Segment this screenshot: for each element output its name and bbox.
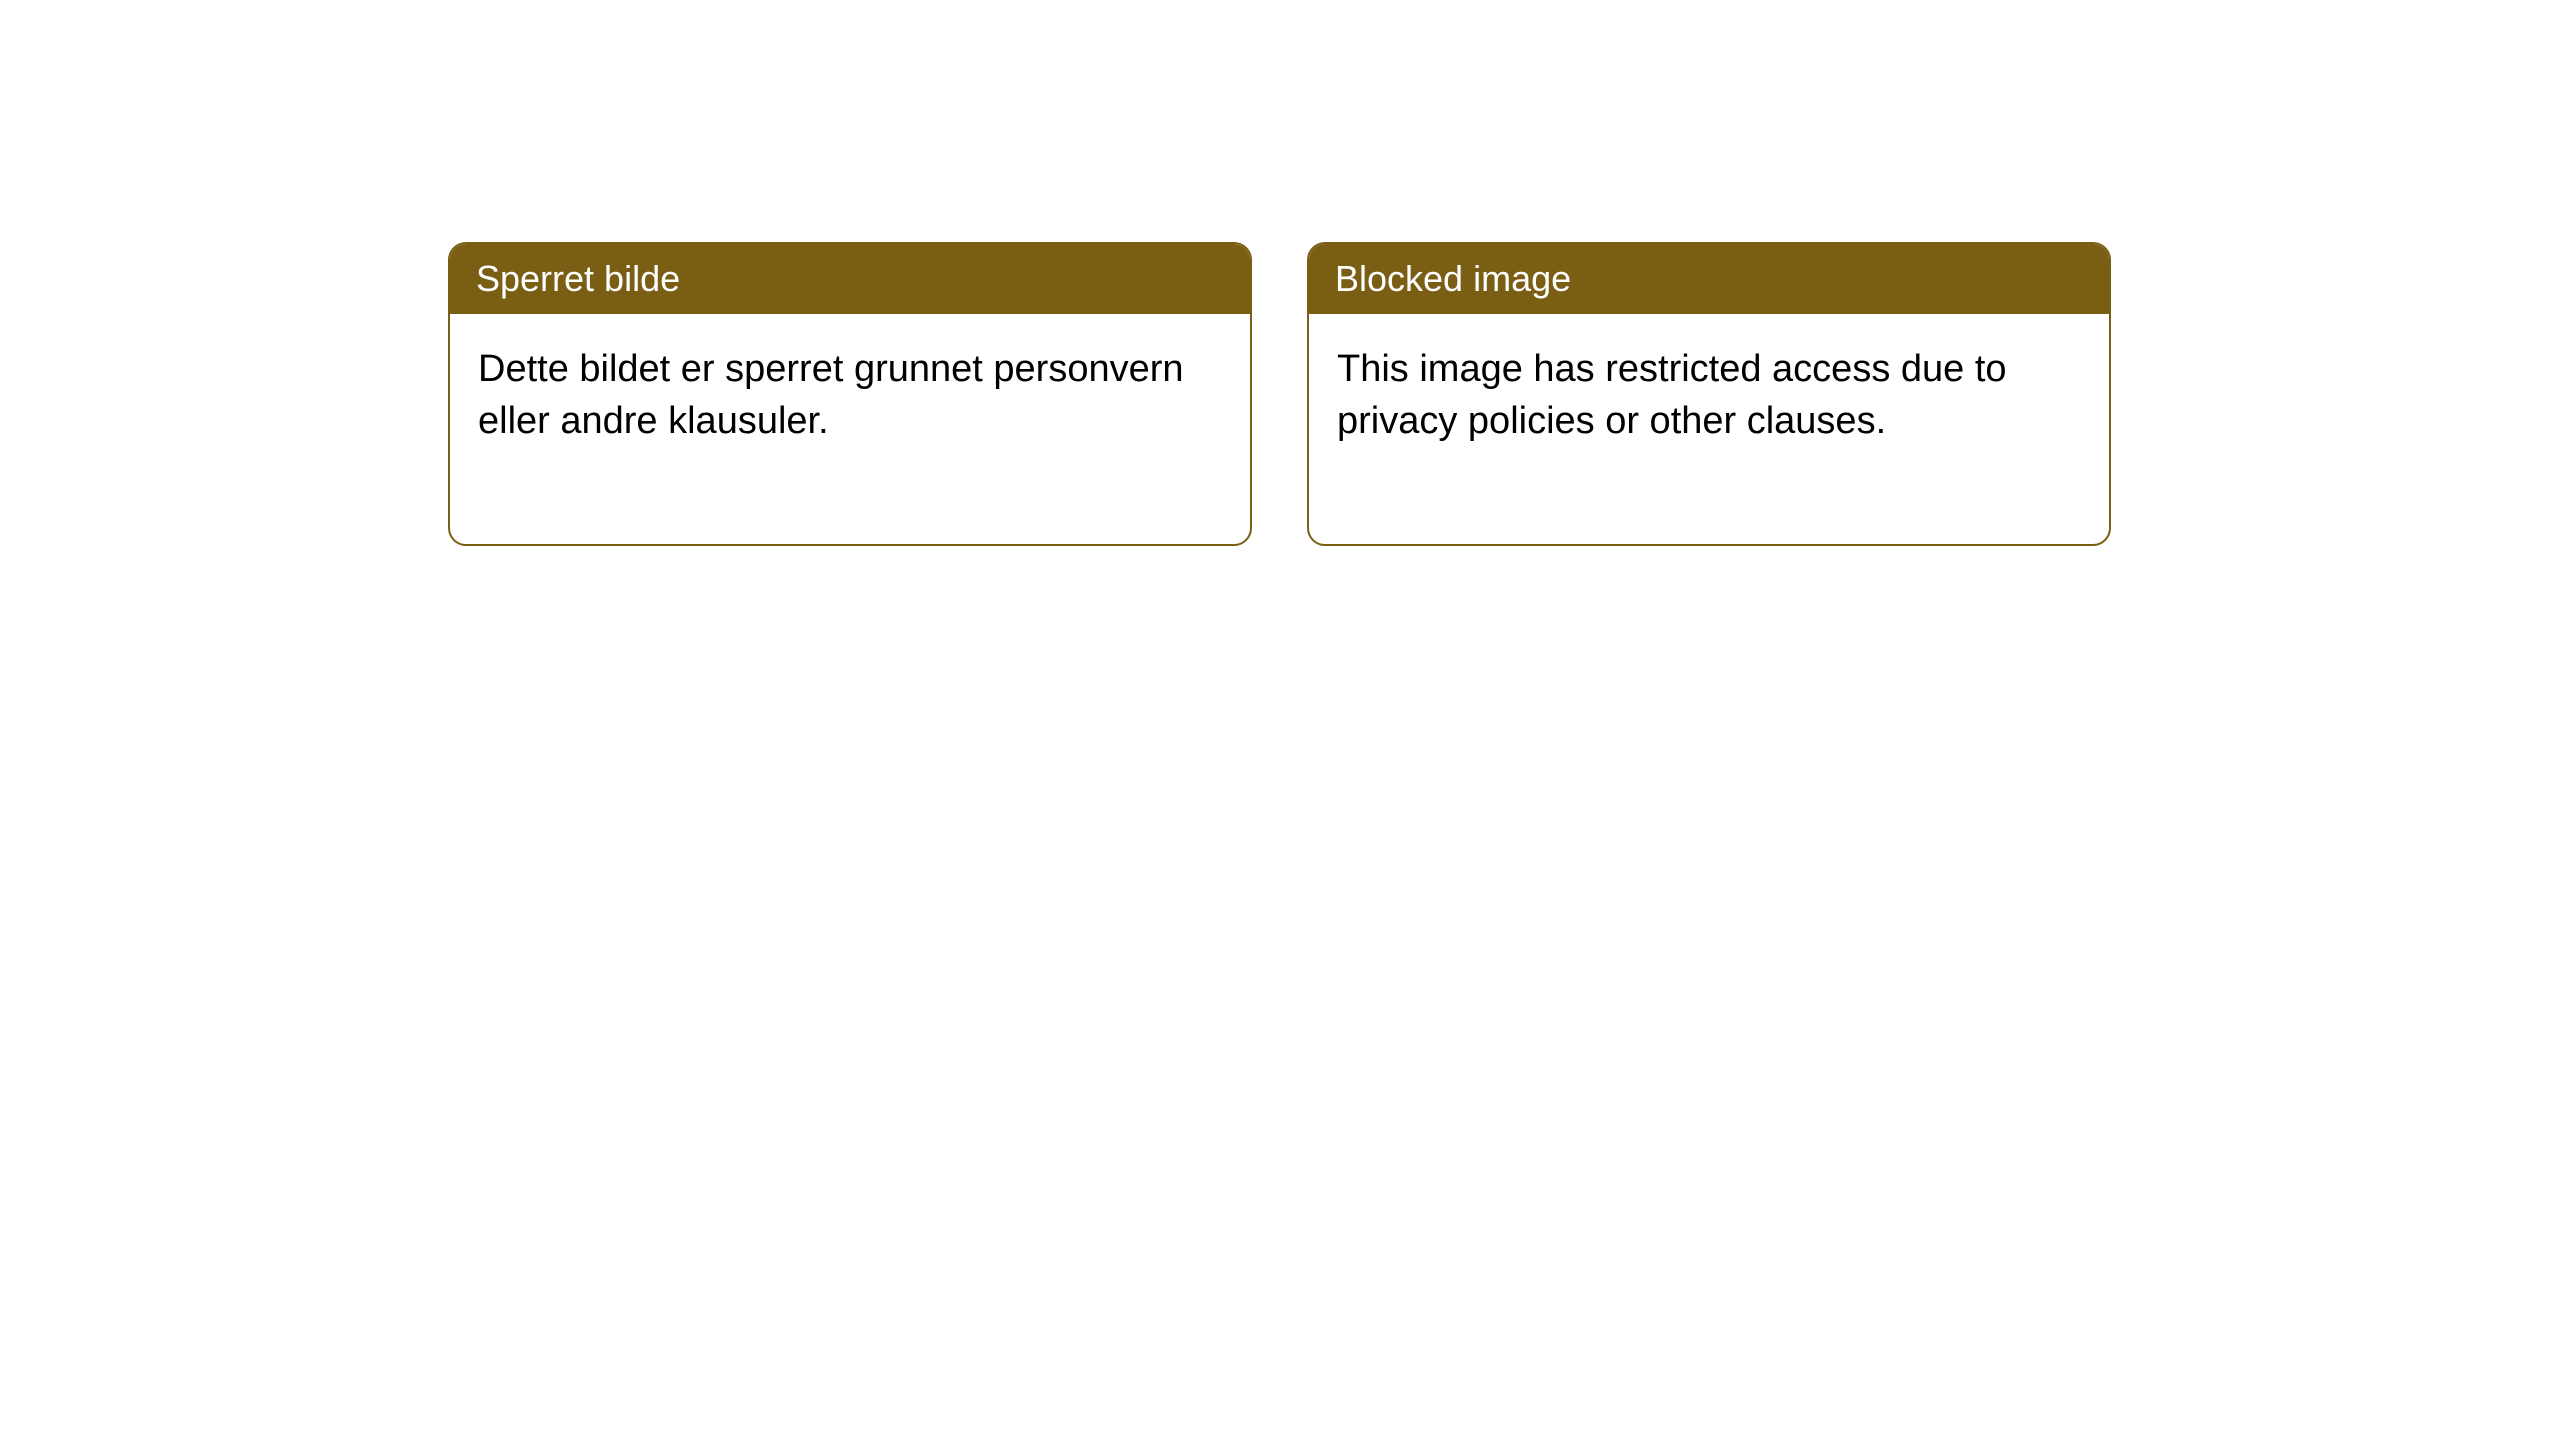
- card-header: Sperret bilde: [450, 244, 1250, 314]
- card-body: This image has restricted access due to …: [1309, 314, 2109, 544]
- notice-cards-container: Sperret bilde Dette bildet er sperret gr…: [0, 0, 2560, 546]
- notice-card-english: Blocked image This image has restricted …: [1307, 242, 2111, 546]
- card-header: Blocked image: [1309, 244, 2109, 314]
- card-title: Sperret bilde: [476, 258, 680, 299]
- notice-card-norwegian: Sperret bilde Dette bildet er sperret gr…: [448, 242, 1252, 546]
- card-body: Dette bildet er sperret grunnet personve…: [450, 314, 1250, 544]
- card-title: Blocked image: [1335, 258, 1571, 299]
- card-body-text: Dette bildet er sperret grunnet personve…: [478, 348, 1184, 441]
- card-body-text: This image has restricted access due to …: [1337, 348, 2007, 441]
